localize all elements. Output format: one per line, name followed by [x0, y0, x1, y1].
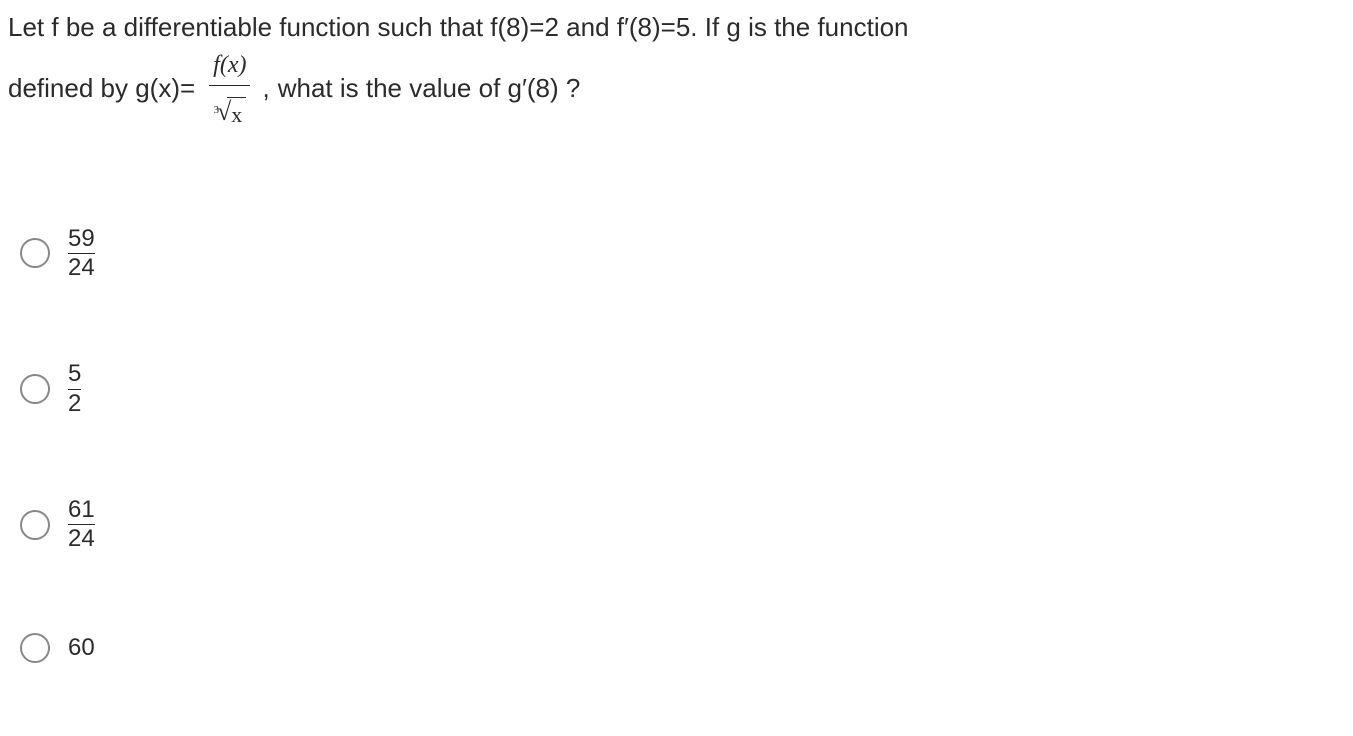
choice-d[interactable]: 60: [20, 633, 1345, 663]
choice-b-value: 5 2: [68, 361, 81, 417]
question-line-1: Let f be a differentiable function such …: [8, 8, 1345, 47]
gx-fraction: f(x) 3 √ x: [209, 47, 250, 131]
choice-b-num: 5: [68, 361, 81, 389]
choice-a-value: 59 24: [68, 226, 95, 282]
fraction-numerator: f(x): [209, 47, 250, 86]
choice-b-den: 2: [68, 390, 81, 417]
comma: ,: [262, 69, 269, 108]
choice-c-num: 61: [68, 497, 95, 525]
question-line-2: defined by g(x)= f(x) 3 √ x , what is th…: [8, 47, 1345, 131]
radio-icon[interactable]: [20, 238, 50, 268]
choice-c-value: 61 24: [68, 497, 95, 553]
choice-a-num: 59: [68, 226, 95, 254]
choice-c-den: 24: [68, 525, 95, 552]
radio-icon[interactable]: [20, 633, 50, 663]
answer-choices: 59 24 5 2 61 24 60: [8, 226, 1345, 663]
radical-argument: x: [227, 97, 246, 131]
fraction-denominator: 3 √ x: [209, 86, 250, 131]
radio-icon[interactable]: [20, 510, 50, 540]
cube-root: 3 √ x: [213, 92, 246, 131]
question-part-2: what is the value of g′(8) ?: [278, 69, 581, 108]
choice-a[interactable]: 59 24: [20, 226, 1345, 282]
choice-b[interactable]: 5 2: [20, 361, 1345, 417]
choice-a-den: 24: [68, 254, 95, 281]
question-text: Let f be a differentiable function such …: [8, 8, 1345, 131]
choice-c[interactable]: 61 24: [20, 497, 1345, 553]
radio-icon[interactable]: [20, 374, 50, 404]
question-part-1: defined by g(x)=: [8, 69, 195, 108]
choice-d-value: 60: [68, 634, 95, 662]
